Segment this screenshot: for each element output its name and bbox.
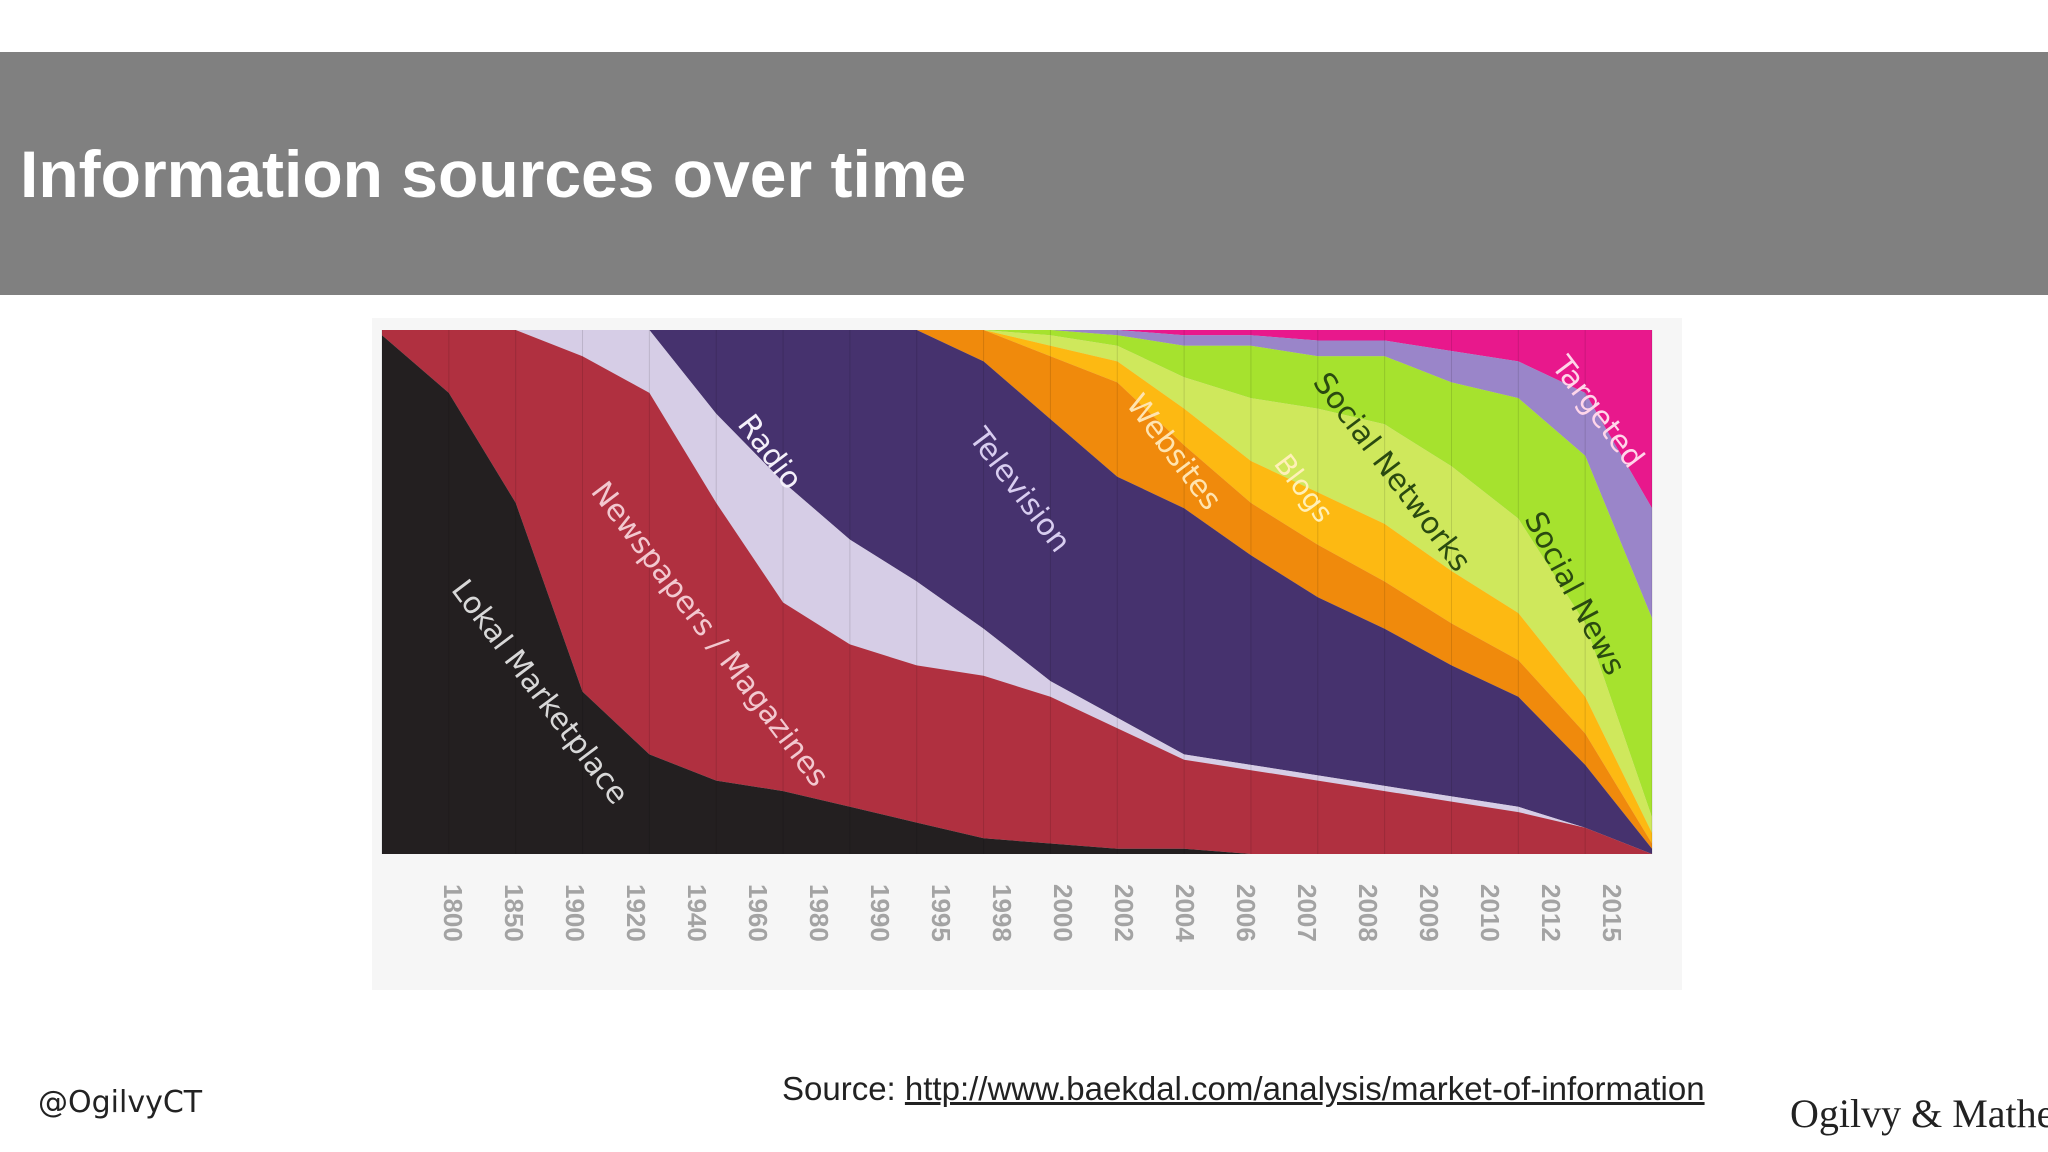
x-tick-label: 1940 — [682, 884, 712, 942]
x-tick-label: 1800 — [438, 884, 468, 942]
stacked-area-chart: 1800 1850 1900 1920 1940 1960 1980 1990 1995 1998… — [381, 330, 1653, 942]
area-blogs — [382, 330, 1652, 844]
x-tick-label: 2000 — [1048, 884, 1078, 942]
x-tick-label: 2006 — [1231, 884, 1261, 942]
area-television — [382, 330, 1652, 854]
x-tick-label: 1998 — [987, 884, 1017, 942]
x-tick-label: 2010 — [1475, 884, 1505, 942]
header-bar — [0, 52, 2048, 295]
x-tick-label: 1980 — [804, 884, 834, 942]
x-tick-label: 2008 — [1353, 884, 1383, 942]
area-radio — [382, 330, 1652, 854]
x-tick-label: 2007 — [1292, 884, 1322, 942]
x-tick-label: 2004 — [1170, 884, 1200, 942]
area-social-networks — [382, 330, 1652, 833]
x-tick-label: 1850 — [499, 884, 529, 942]
area-newspapers-magazines — [382, 330, 1652, 854]
x-tick-label: 1960 — [743, 884, 773, 942]
x-tick-label: 2002 — [1109, 884, 1139, 942]
chart-area: 1800 1850 1900 1920 1940 1960 1980 1990 1995 1998… — [372, 318, 1682, 990]
source-credit: Source: http://www.baekdal.com/analysis/… — [782, 1070, 1705, 1108]
x-tick-label: 2009 — [1414, 884, 1444, 942]
x-tick-label: 1990 — [865, 884, 895, 942]
x-tick-label: 2012 — [1536, 884, 1566, 942]
x-tick-label: 1920 — [621, 884, 651, 942]
area-lokal-marketplace — [382, 335, 1652, 854]
twitter-handle: @OgilvyCT — [38, 1085, 203, 1120]
area-targeted — [382, 330, 1652, 509]
slide-title: Information sources over time — [20, 137, 967, 211]
x-tick-label: 1900 — [560, 884, 590, 942]
ogilvy-logo: Ogilvy & Mather — [1790, 1091, 2048, 1136]
x-tick-label: 1995 — [926, 884, 956, 942]
source-link[interactable]: http://www.baekdal.com/analysis/market-o… — [904, 1070, 1705, 1107]
x-tick-label: 2015 — [1597, 884, 1627, 942]
source-prefix: Source: — [782, 1070, 905, 1107]
